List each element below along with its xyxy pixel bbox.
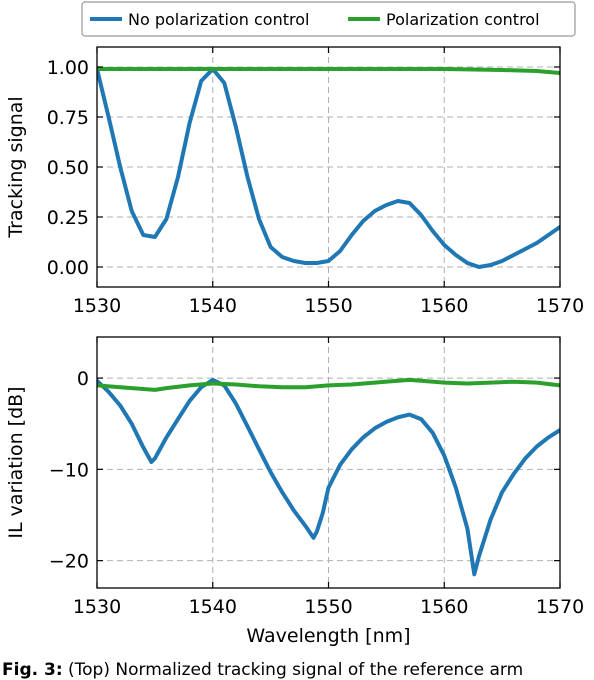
- x-tick-label: 1540: [189, 596, 237, 618]
- x-axis-title: Wavelength [nm]: [246, 625, 410, 647]
- y-axis-title: Tracking signal: [5, 96, 27, 238]
- x-tick-label: 1540: [189, 295, 237, 317]
- legend-frame: [81, 1, 576, 37]
- x-tick-label: 1560: [420, 596, 468, 618]
- y-tick-label: 0: [77, 368, 89, 390]
- y-tick-label: −20: [49, 551, 89, 573]
- series-line-no-polarization-control: [97, 377, 560, 577]
- bottom-panel-il-variation: 1530 1540 1550 1560 1570 0 −10 −20 IL variation …: [5, 336, 584, 647]
- y-tick-label: 0.50: [47, 157, 89, 179]
- caption-text: (Top) Normalized tracking signal of the …: [62, 660, 524, 680]
- x-tick-label: 1530: [73, 295, 121, 317]
- y-tick-label: 0.75: [47, 107, 89, 129]
- y-axis-title: IL variation [dB]: [5, 386, 27, 538]
- series-line-no-polarization-control: [97, 67, 560, 269]
- series-line-polarization-control: [97, 67, 560, 75]
- figure-caption: Fig. 3: (Top) Normalized tracking signal…: [2, 660, 594, 680]
- y-tick-label: 0.00: [47, 257, 89, 279]
- top-panel-tracking-signal: 1530 1540 1550 1560 1570 0.00 0.25 0.50 0.75 1.00…: [5, 46, 584, 317]
- x-tick-label: 1560: [420, 295, 468, 317]
- legend-label-no-control: No polarization control: [128, 10, 309, 29]
- y-tick-label: 0.25: [47, 207, 89, 229]
- x-tick-label: 1570: [536, 295, 584, 317]
- caption-label: Fig. 3:: [2, 660, 63, 680]
- series-line-polarization-control: [97, 377, 560, 392]
- figure: No polarization control Polarization con…: [5, 1, 584, 647]
- x-tick-label: 1550: [304, 596, 352, 618]
- legend-label-control: Polarization control: [386, 10, 540, 29]
- x-tick-label: 1530: [73, 596, 121, 618]
- x-tick-label: 1550: [304, 295, 352, 317]
- y-tick-label: 1.00: [47, 57, 89, 79]
- legend: No polarization control Polarization con…: [81, 1, 576, 37]
- x-tick-label: 1570: [536, 596, 584, 618]
- y-tick-label: −10: [49, 459, 89, 481]
